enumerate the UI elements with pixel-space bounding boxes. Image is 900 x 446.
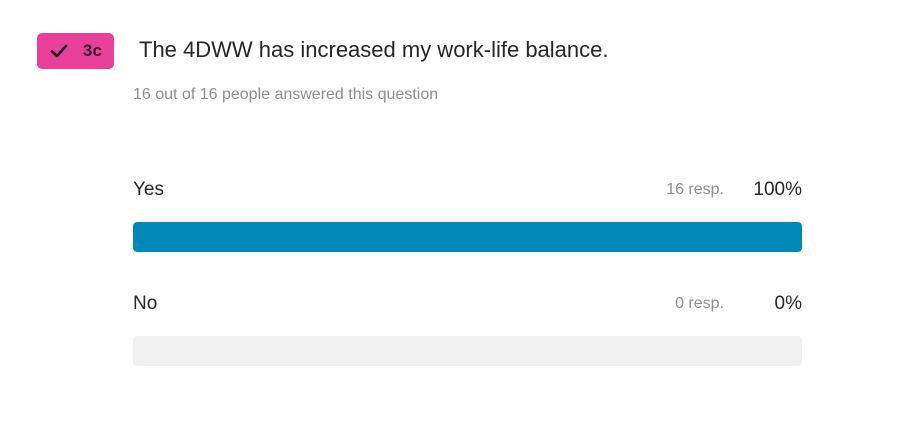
bar-track-no bbox=[133, 336, 802, 366]
option-label-no: No bbox=[133, 293, 158, 314]
question-number: 3c bbox=[82, 41, 103, 60]
question-badge: 3c bbox=[37, 33, 114, 69]
option-label-yes: Yes bbox=[133, 179, 164, 200]
option-percent-no: 0% bbox=[774, 293, 802, 314]
answered-count: 16 out of 16 people answered this questi… bbox=[133, 86, 439, 103]
option-percent-yes: 100% bbox=[753, 179, 802, 200]
bar-track-yes bbox=[133, 222, 802, 252]
bar-fill-yes bbox=[133, 222, 802, 252]
check-icon bbox=[50, 44, 68, 58]
option-responses-no: 0 resp. bbox=[675, 295, 724, 312]
option-yes: Yes 16 resp. 100% bbox=[133, 179, 802, 252]
question-title: The 4DWW has increased my work-life bala… bbox=[139, 37, 609, 62]
option-responses-yes: 16 resp. bbox=[666, 181, 724, 198]
option-no: No 0 resp. 0% bbox=[133, 293, 802, 366]
